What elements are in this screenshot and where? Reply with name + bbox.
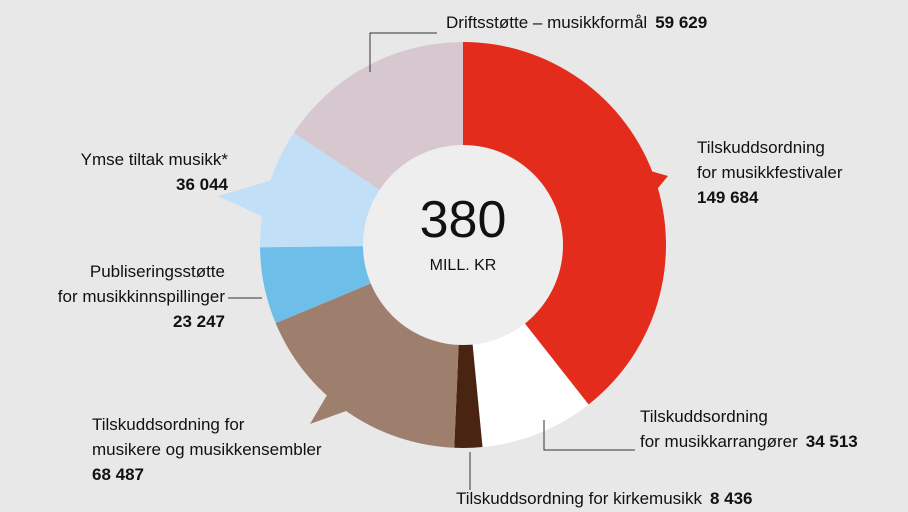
slice-label: Driftsstøtte – musikkformål 59 629	[446, 10, 707, 35]
slice-label: Publiseringsstøtte for musikkinnspilling…	[58, 259, 225, 334]
wedge	[463, 42, 667, 405]
value-label: 68 487	[92, 465, 144, 484]
category-name: Tilskuddsordning for musikkfestivaler	[697, 138, 843, 182]
category-name: Tilskuddsordning for musikere og musikke…	[92, 415, 322, 459]
category-name: Driftsstøtte – musikkformål	[446, 13, 648, 32]
center-value: 380	[419, 191, 507, 249]
value-label: 34 513	[805, 432, 858, 451]
value-label: 59 629	[655, 13, 708, 32]
callout-pointer	[218, 180, 272, 220]
value-label: 36 044	[176, 175, 228, 194]
center-label: MILL. KR	[429, 257, 497, 274]
slice-label: Tilskuddsordning for musikkfestivaler 149…	[697, 135, 842, 210]
slice-label: Ymse tiltak musikk* 36 044	[81, 147, 228, 197]
slice-label: Tilskuddsordning for musikkarrangører 34 …	[640, 404, 858, 454]
slice-label: Tilskuddsordning for musikere og musikke…	[92, 412, 322, 487]
leader-lines	[228, 32, 635, 490]
value-label: 23 247	[173, 312, 225, 331]
category-name: Tilskuddsordning for kirkemusikk	[456, 489, 702, 508]
category-name: Publiseringsstøtte for musikkinnspilling…	[57, 262, 225, 306]
category-name: Tilskuddsordning for musikkarrangører	[640, 407, 798, 451]
center-circle	[363, 145, 563, 345]
callout-pointer	[640, 168, 668, 200]
leader-line	[543, 420, 635, 451]
value-label: 149 684	[697, 188, 759, 207]
leader-line	[369, 32, 437, 72]
value-label: 8 436	[709, 489, 753, 508]
slice-label: Tilskuddsordning for kirkemusikk 8 436	[456, 486, 753, 511]
category-name: Ymse tiltak musikk*	[80, 150, 228, 169]
callout-pointer	[310, 390, 360, 424]
